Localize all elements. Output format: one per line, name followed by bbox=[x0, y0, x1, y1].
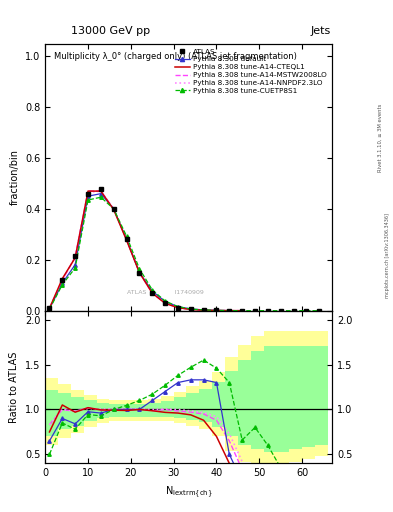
Text: Jets: Jets bbox=[310, 26, 331, 36]
Text: 13000 GeV pp: 13000 GeV pp bbox=[71, 26, 150, 36]
Text: Multiplicity λ_0° (charged only) (ATLAS jet fragmentation): Multiplicity λ_0° (charged only) (ATLAS … bbox=[54, 52, 297, 60]
Legend: ATLAS, Pythia 8.308 default, Pythia 8.308 tune-A14-CTEQL1, Pythia 8.308 tune-A14: ATLAS, Pythia 8.308 default, Pythia 8.30… bbox=[173, 47, 329, 95]
Y-axis label: fraction/bin: fraction/bin bbox=[9, 149, 19, 205]
X-axis label: N$_{\mathregular{lextrm\{ch\}}}$: N$_{\mathregular{lextrm\{ch\}}}$ bbox=[165, 484, 213, 500]
Text: Rivet 3.1.10, ≥ 3M events: Rivet 3.1.10, ≥ 3M events bbox=[378, 104, 382, 173]
Text: mcplots.cern.ch [arXiv:1306.3436]: mcplots.cern.ch [arXiv:1306.3436] bbox=[385, 214, 389, 298]
Text: ATLAS              I1740909: ATLAS I1740909 bbox=[127, 290, 204, 295]
Y-axis label: Ratio to ATLAS: Ratio to ATLAS bbox=[9, 351, 19, 423]
